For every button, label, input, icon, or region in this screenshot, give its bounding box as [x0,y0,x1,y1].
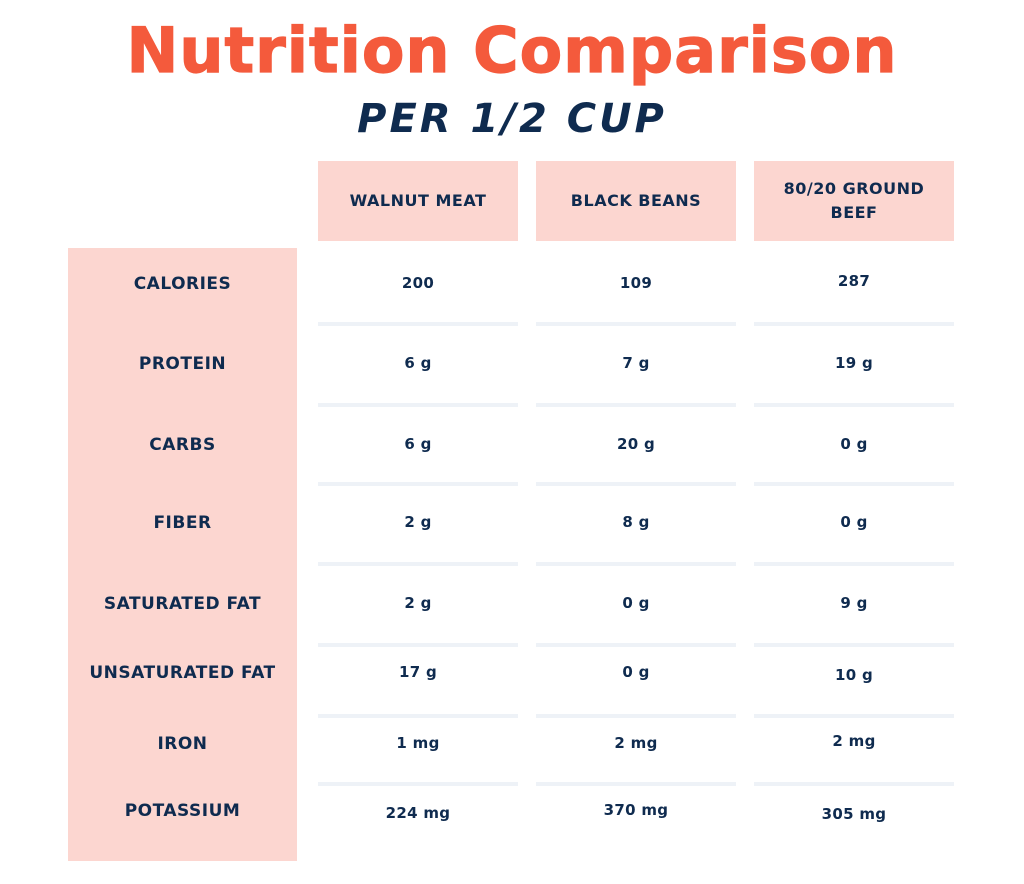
table-cell: 200 [401,274,435,292]
table-cell: 10 g [834,666,874,684]
table-cell: 20 g [616,435,656,453]
row-separator [318,562,518,566]
table-cell: 2 g [404,513,432,531]
row-label: CALORIES [133,274,232,294]
table-cell: 0 g [840,435,868,453]
page-title: Nutrition Comparison [126,13,898,87]
row-separator [536,562,736,566]
table-cell: 6 g [404,354,432,372]
column-header-label: 80/20 GROUND BEEF [783,179,925,222]
row-separator [536,714,736,718]
row-separator [318,782,518,786]
row-separator [536,322,736,326]
table-cell: 2 mg [614,734,658,752]
row-separator [318,482,518,486]
table-cell: 9 g [840,594,868,612]
row-label: UNSATURATED FAT [89,663,276,683]
table-cell: 2 mg [832,732,876,750]
row-label: FIBER [153,513,212,533]
row-separator [754,782,954,786]
row-separator [536,482,736,486]
page-subtitle: PER 1/2 CUP [357,96,667,142]
table-cell: 0 g [840,513,868,531]
table-cell: 7 g [622,354,650,372]
table-cell: 1 mg [396,734,440,752]
row-label: POTASSIUM [124,801,241,821]
row-separator [754,322,954,326]
column-header: 80/20 GROUND BEEF [754,161,954,241]
row-separator [536,403,736,407]
row-label: IRON [157,734,208,754]
table-cell: 2 g [404,594,432,612]
row-separator [318,643,518,647]
row-separator [318,714,518,718]
column-header-label: WALNUT MEAT [349,191,487,210]
row-separator [754,714,954,718]
table-cell: 305 mg [821,805,887,823]
table-cell: 224 mg [385,804,451,822]
row-label: PROTEIN [138,354,227,374]
table-cell: 287 [837,272,871,290]
table-cell: 0 g [622,594,650,612]
row-label: SATURATED FAT [103,594,262,614]
table-cell: 8 g [622,513,650,531]
row-separator [318,403,518,407]
table-cell: 109 [619,274,653,292]
row-separator [536,782,736,786]
row-separator [754,562,954,566]
row-separator [754,482,954,486]
row-separator [754,403,954,407]
column-header: BLACK BEANS [536,161,736,241]
table-cell: 19 g [834,354,874,372]
row-label: CARBS [149,435,216,455]
row-separator [318,322,518,326]
column-header-label: BLACK BEANS [570,191,702,210]
table-cell: 370 mg [603,801,669,819]
row-separator [536,643,736,647]
column-header: WALNUT MEAT [318,161,518,241]
table-cell: 6 g [404,435,432,453]
table-cell: 0 g [622,663,650,681]
row-separator [754,643,954,647]
row-label-column [68,248,297,861]
table-cell: 17 g [398,663,438,681]
